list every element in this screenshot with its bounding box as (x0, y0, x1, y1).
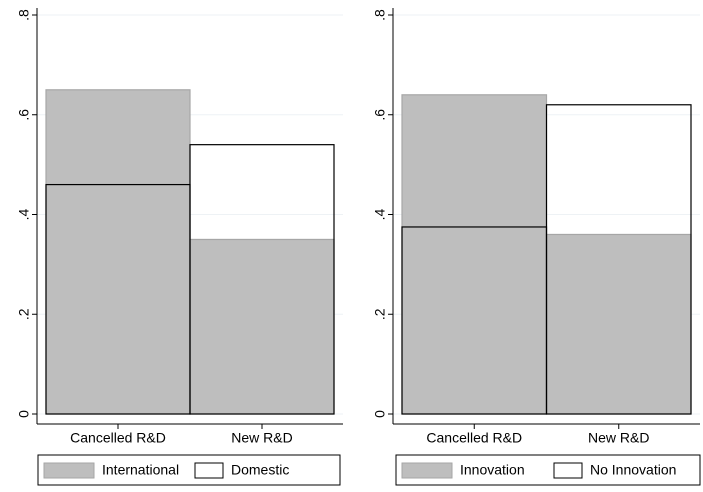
legend-swatch (553, 462, 583, 479)
legend-label: Domestic (231, 462, 289, 478)
y-tick-label: 0 (16, 410, 32, 418)
legend-box (37, 454, 341, 486)
y-tick-label: .6 (16, 109, 32, 121)
bar (401, 94, 548, 415)
legend-swatch (194, 462, 224, 479)
y-tick-label: .8 (372, 9, 388, 21)
legend-label: International (102, 462, 179, 478)
y-tick-label: .4 (372, 208, 388, 220)
y-tick-label: 0 (372, 410, 388, 418)
legend-swatch (43, 462, 95, 479)
y-tick-label: .2 (372, 308, 388, 320)
bar (189, 144, 335, 415)
y-tick-label: .4 (16, 208, 32, 220)
bar (45, 89, 191, 415)
y-tick-label: .2 (16, 308, 32, 320)
legend-swatch (401, 462, 453, 479)
legend-label: No Innovation (590, 462, 676, 478)
legend-label: Innovation (460, 462, 525, 478)
x-tick-label: New R&D (588, 430, 649, 446)
x-tick-label: Cancelled R&D (70, 430, 166, 446)
y-tick-label: .8 (16, 9, 32, 21)
x-tick-label: Cancelled R&D (426, 430, 522, 446)
bar (545, 104, 692, 415)
bar (189, 238, 335, 415)
x-tick-label: New R&D (231, 430, 292, 446)
bar (545, 233, 692, 415)
y-tick-label: .6 (372, 109, 388, 121)
